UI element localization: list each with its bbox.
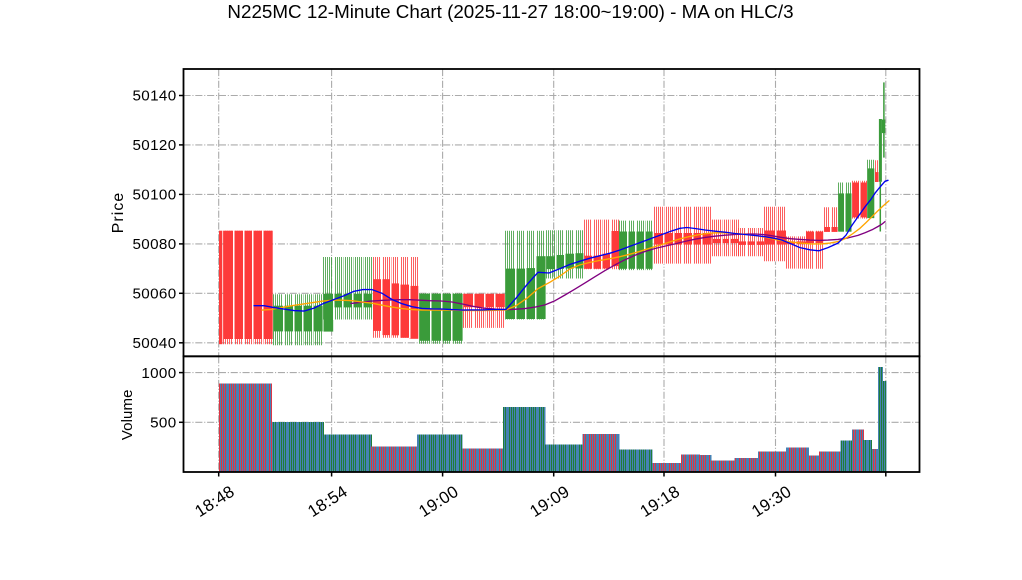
svg-text:50120: 50120 bbox=[133, 137, 177, 154]
svg-text:50140: 50140 bbox=[133, 88, 177, 105]
svg-text:50080: 50080 bbox=[133, 236, 177, 253]
svg-text:50060: 50060 bbox=[133, 286, 177, 303]
svg-text:N225MC 12-Minute Chart (2025-1: N225MC 12-Minute Chart (2025-11-27 18:00… bbox=[227, 1, 793, 22]
svg-text:1000: 1000 bbox=[141, 365, 176, 382]
svg-text:50040: 50040 bbox=[133, 335, 177, 352]
svg-text:50100: 50100 bbox=[133, 187, 177, 204]
svg-text:500: 500 bbox=[150, 415, 176, 432]
svg-text:Volume: Volume bbox=[119, 389, 136, 440]
svg-text:Price: Price bbox=[110, 192, 127, 234]
